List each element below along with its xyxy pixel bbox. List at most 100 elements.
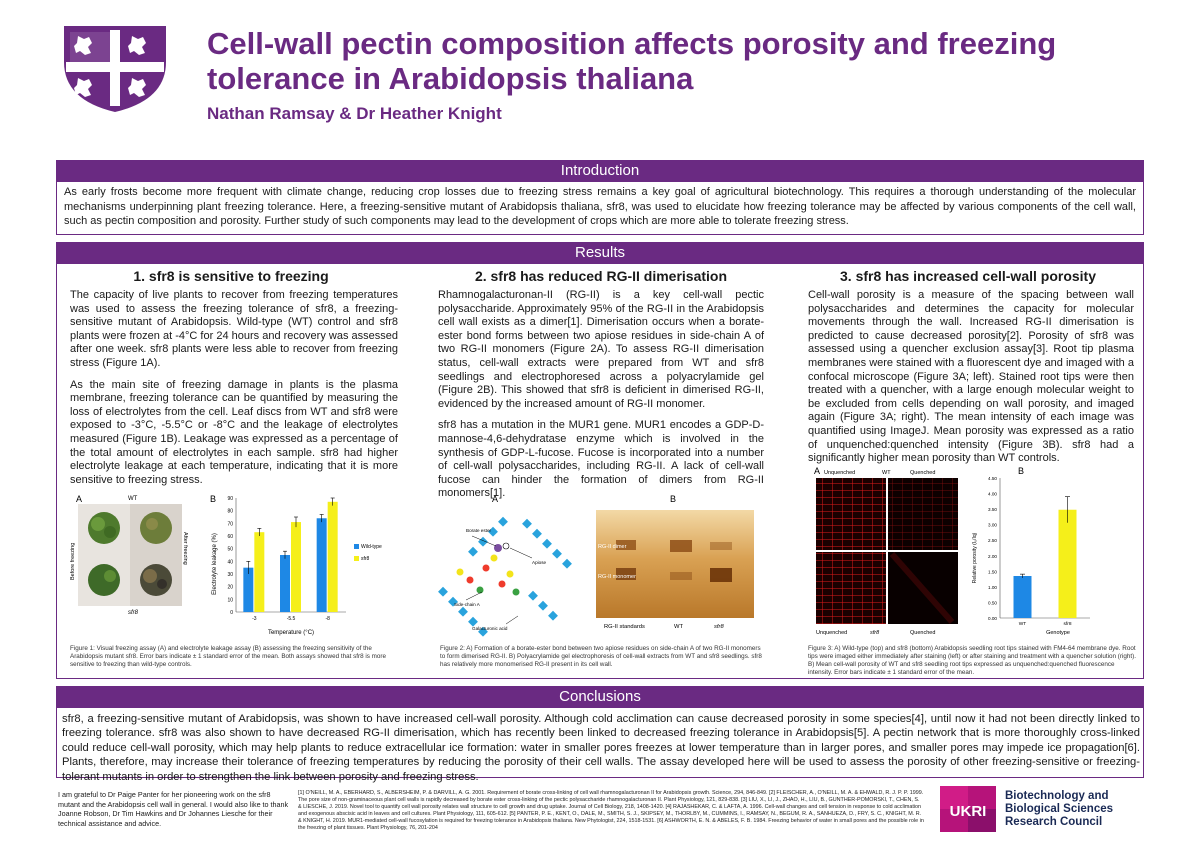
figure-3b-y-tick: 2.50 <box>988 538 997 543</box>
figure-1a-before-label: Before freezing <box>70 543 76 580</box>
figure-2b-label: B <box>670 494 676 504</box>
figure-3a-unquenched-bottom: Unquenched <box>816 630 847 636</box>
poster-authors: Nathan Ramsay & Dr Heather Knight <box>207 104 502 123</box>
figure-3b-y-tick: 3.50 <box>988 507 997 512</box>
figure-2-caption: Figure 2: A) Formation of a borate-ester… <box>440 645 762 668</box>
figure-3b-bar <box>1013 576 1032 618</box>
figure-3a-quenched-top: Quenched <box>910 470 935 476</box>
figure-3a-label: A <box>814 466 820 476</box>
poster-title: Cell-wall pectin composition affects por… <box>207 26 1057 96</box>
result-3-title: 3. sfr8 has increased cell-wall porosity <box>840 268 1096 284</box>
figure-2b-lane-standards: RG-II standards <box>604 624 645 630</box>
figure-2b-monomer-label: RG-II monomer <box>598 574 636 580</box>
figure-1a-wt-label: WT <box>128 496 138 502</box>
result-2-paragraph-1: Rhamnogalacturonan-II (RG-II) is a key c… <box>438 289 764 410</box>
figure-3b-y-tick: 4.00 <box>988 492 997 497</box>
result-1-paragraph-2: As the main site of freezing damage in p… <box>70 378 398 486</box>
figure-1b-ylabel: Electrolyte leakage (%) <box>212 533 218 595</box>
figure-1b-y-tick: 70 <box>227 521 233 527</box>
figure-3b-x-tick: WT <box>1019 621 1027 627</box>
figure-3a-unquenched-top: Unquenched <box>824 470 855 476</box>
result-2-text: Rhamnogalacturonan-II (RG-II) is a key c… <box>438 289 764 509</box>
figure-1b-y-tick: 40 <box>227 559 233 565</box>
durham-crest-logo <box>64 26 166 112</box>
figure-2b-lane-sfr8: sfr8 <box>714 624 724 630</box>
figure-1b-x-tick: -5.5 <box>287 616 296 622</box>
figure-3b-y-tick: 1.00 <box>988 585 997 590</box>
figure-3a-root-images: A Unquenched WT Quenched Unquenched sfr8… <box>814 466 958 636</box>
result-2-title: 2. sfr8 has reduced RG-II dimerisation <box>474 268 728 284</box>
figure-2b-gel-image: B RG-II dimer RG-II monomer RG-II standa… <box>596 494 754 630</box>
figure-3b-porosity-chart: B Relative porosity (Iᵤ/Iq) Genotype 0.0… <box>972 466 1090 636</box>
figure-2a-label: A <box>492 494 498 504</box>
figure-3a-sfr8-label: sfr8 <box>870 630 880 636</box>
figure-2a-apiose-label: Apiose <box>532 560 546 565</box>
figure-1a-after-label: After freezing <box>182 532 188 565</box>
acknowledgements: I am grateful to Dr Paige Panter for her… <box>58 790 289 828</box>
result-1-text: The capacity of live plants to recover f… <box>70 289 398 495</box>
references: [1] O'NEILL, M. A., EBERHARD, S., ALBERS… <box>298 790 924 832</box>
figure-1b-y-tick: 0 <box>230 610 233 616</box>
figure-1-caption: Figure 1: Visual freezing assay (A) and … <box>70 645 386 668</box>
figure-1b-label: B <box>210 494 216 504</box>
figure-2a-galacturonic-label: Galacturonic acid <box>472 626 508 631</box>
figure-1b-legend-swatch <box>354 544 359 549</box>
figure-1b-y-tick: 60 <box>227 534 233 540</box>
figure-3b-y-tick: 4.50 <box>988 476 997 481</box>
figure-3b-y-tick: 2.00 <box>988 554 997 559</box>
figure-1b-bar <box>280 555 290 612</box>
ukri-logo: UKRI <box>940 786 996 832</box>
figure-1a-sfr8-label: sfr8 <box>128 610 139 616</box>
results-heading: Results <box>56 242 1144 264</box>
conclusions-text: sfr8, a freezing-sensitive mutant of Ara… <box>62 713 1140 783</box>
ukri-logo-text: UKRI <box>950 803 987 820</box>
funder-line-1: Biotechnology and <box>1005 790 1109 802</box>
figure-2a-side-chain-label: Side-chain A <box>454 602 481 607</box>
figure-3a-quenched-bottom: Quenched <box>910 630 935 636</box>
figure-1b-y-tick: 20 <box>227 585 233 591</box>
figure-1b-x-tick: -8 <box>325 616 330 622</box>
figure-3b-y-tick: 3.00 <box>988 523 997 528</box>
funder-name: Biotechnology and Biological Sciences Re… <box>1005 790 1113 830</box>
figure-1b-y-tick: 90 <box>227 496 233 502</box>
introduction-text: As early frosts become more frequent wit… <box>64 186 1136 227</box>
result-1-paragraph-1: The capacity of live plants to recover f… <box>70 289 398 369</box>
figure-2b-dimer-label: RG-II dimer <box>598 544 627 550</box>
figure-1a-label: A <box>76 494 82 504</box>
result-3-text: Cell-wall porosity is a measure of the s… <box>808 289 1134 474</box>
funder-line-2: Biological Sciences <box>1005 803 1114 816</box>
figure-1b-y-tick: 50 <box>227 547 233 553</box>
figure-1b-y-tick: 80 <box>227 509 233 515</box>
figure-3b-bar <box>1058 509 1077 618</box>
figure-1b-legend-label: Wild-type <box>361 544 382 550</box>
introduction-heading: Introduction <box>56 160 1144 182</box>
result-3-paragraph-1: Cell-wall porosity is a measure of the s… <box>808 289 1134 465</box>
figure-2a-borate-label: Borate ester <box>466 528 491 533</box>
figure-1b-bar <box>327 501 338 612</box>
figure-1b-x-tick: -3 <box>252 616 257 622</box>
figure-1b-legend-label: sfr8 <box>361 556 370 562</box>
figure-1b-bar <box>243 567 254 612</box>
conclusions-heading: Conclusions <box>56 686 1144 708</box>
result-1-title: 1. sfr8 is sensitive to freezing <box>133 268 329 284</box>
figure-1b-y-tick: 30 <box>227 572 233 578</box>
figure-3b-ylabel: Relative porosity (Iᵤ/Iq) <box>972 532 978 583</box>
figure-3b-y-tick: 1.50 <box>988 569 997 574</box>
figure-2b-lane-wt: WT <box>674 624 683 630</box>
figure-3b-y-tick: 0.50 <box>988 600 997 605</box>
funder-line-3: Research Council <box>1005 816 1103 829</box>
figure-3b-label: B <box>1018 466 1024 476</box>
result-2-paragraph-2: sfr8 has a mutation in the MUR1 gene. MU… <box>438 419 764 500</box>
figure-1b-bar <box>316 518 327 612</box>
figure-1b-electrolyte-chart: B Electrolyte leakage (%) Temperature (°… <box>210 494 382 636</box>
figure-2a-rgii-diagram: A Borate ester Apiose Side-chain A Galac… <box>438 494 572 637</box>
figure-3b-xlabel: Genotype <box>1046 630 1070 636</box>
figure-1b-y-tick: 10 <box>227 597 233 603</box>
figure-1b-bar <box>254 532 265 612</box>
figure-1b-bar <box>291 522 301 612</box>
figure-3b-y-tick: 0.00 <box>988 616 997 621</box>
figure-1a-plant-photos: A WT sfr8 Before freezing After freezing <box>70 494 188 616</box>
figure-1b-legend-swatch <box>354 556 359 561</box>
figure-1b-xlabel: Temperature (°C) <box>268 630 314 636</box>
figure-3a-wt-label: WT <box>882 470 891 476</box>
